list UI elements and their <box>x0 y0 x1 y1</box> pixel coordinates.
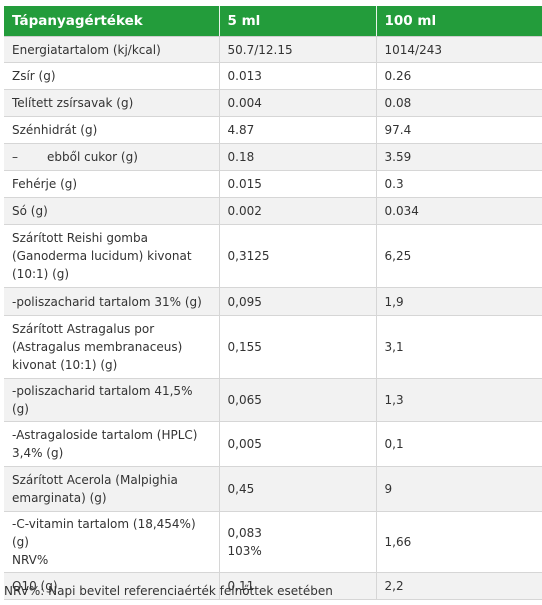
row-label-line2: NRV% <box>12 553 49 567</box>
row-value-5ml-line2: 103% <box>227 544 262 558</box>
header-5ml: 5 ml <box>219 6 377 37</box>
table-row: -C-vitamin tartalom (18,454%) (g) NRV% 0,… <box>4 511 542 573</box>
row-label: Energiatartalom (kj/kcal) <box>4 36 220 63</box>
row-value-5ml: 0,065 <box>218 378 377 422</box>
table-row: Telített zsírsavak (g) 0.004 0.08 <box>4 89 542 117</box>
row-value-5ml: 0,083 103% <box>218 511 377 573</box>
row-value-5ml: 0,3125 <box>218 224 377 288</box>
nutrition-table-container: Tápanyagértékek 5 ml 100 ml Energiatarta… <box>4 6 542 600</box>
row-value-100ml: 2,2 <box>375 572 542 600</box>
row-label: Szénhidrát (g) <box>4 116 220 144</box>
row-value-5ml: 0,005 <box>218 421 377 467</box>
row-label: Szárított Astragalus por (Astragalus mem… <box>4 315 220 379</box>
row-value-5ml-line1: 0,083 <box>227 526 262 540</box>
table-row: – ebből cukor (g) 0.18 3.59 <box>4 143 542 171</box>
nrv-footnote: NRV%: Napi bevitel referenciaérték felnő… <box>4 584 333 598</box>
table-row: Szárított Acerola (Malpighia emarginata)… <box>4 466 542 512</box>
table-row: Szárított Astragalus por (Astragalus mem… <box>4 315 542 379</box>
row-label: Szárított Acerola (Malpighia emarginata)… <box>4 466 220 512</box>
row-label: Zsír (g) <box>4 62 220 90</box>
row-value-100ml: 1,66 <box>375 511 542 573</box>
dash-prefix: – <box>12 150 18 164</box>
row-label: Telített zsírsavak (g) <box>4 89 220 117</box>
row-value-5ml: 0,11 <box>218 572 377 600</box>
row-value-100ml: 0.26 <box>375 62 542 90</box>
row-label-text: ebből cukor (g) <box>47 150 138 164</box>
table-row: Só (g) 0.002 0.034 <box>4 197 542 225</box>
header-nutrient: Tápanyagértékek <box>4 6 220 37</box>
table-row: Szárított Reishi gomba (Ganoderma lucidu… <box>4 224 542 288</box>
row-value-100ml: 0,1 <box>375 421 542 467</box>
table-row: Fehérje (g) 0.015 0.3 <box>4 170 542 198</box>
table-row: Zsír (g) 0.013 0.26 <box>4 62 542 90</box>
row-value-5ml: 0.015 <box>218 170 377 198</box>
nutrition-table: Tápanyagértékek 5 ml 100 ml Energiatarta… <box>4 6 542 600</box>
row-value-100ml: 6,25 <box>375 224 542 288</box>
row-value-100ml: 0.034 <box>375 197 542 225</box>
row-label: Fehérje (g) <box>4 170 220 198</box>
row-label: -C-vitamin tartalom (18,454%) (g) NRV% <box>4 511 220 573</box>
row-label: – ebből cukor (g) <box>4 143 220 171</box>
row-value-100ml: 3.59 <box>375 143 542 171</box>
row-value-5ml: 0,095 <box>218 287 377 316</box>
row-value-100ml: 3,1 <box>375 315 542 379</box>
row-value-5ml: 0,45 <box>218 466 377 512</box>
row-label: Szárított Reishi gomba (Ganoderma lucidu… <box>4 224 220 288</box>
row-label: Só (g) <box>4 197 220 225</box>
row-value-100ml: 0.3 <box>375 170 542 198</box>
table-row: -Astragaloside tartalom (HPLC) 3,4% (g) … <box>4 421 542 467</box>
row-value-100ml: 9 <box>375 466 542 512</box>
row-label: -Astragaloside tartalom (HPLC) 3,4% (g) <box>4 421 220 467</box>
row-value-5ml: 50.7/12.15 <box>218 36 377 63</box>
row-label: Q10 (g) <box>4 572 220 600</box>
row-value-100ml: 0.08 <box>375 89 542 117</box>
table-row: -poliszacharid tartalom 41,5% (g) 0,065 … <box>4 378 542 422</box>
row-value-100ml: 1,3 <box>375 378 542 422</box>
row-value-100ml: 1,9 <box>375 287 542 316</box>
row-value-5ml: 0.18 <box>218 143 377 171</box>
header-100ml: 100 ml <box>376 6 542 37</box>
table-row: Q10 (g) 0,11 2,2 <box>4 572 542 600</box>
table-row: Energiatartalom (kj/kcal) 50.7/12.15 101… <box>4 36 542 63</box>
row-label-line1: -C-vitamin tartalom (18,454%) (g) <box>12 517 196 549</box>
table-header-row: Tápanyagértékek 5 ml 100 ml <box>4 6 542 37</box>
row-value-100ml: 97.4 <box>375 116 542 144</box>
row-value-5ml: 0.004 <box>218 89 377 117</box>
row-value-5ml: 0,155 <box>218 315 377 379</box>
row-value-5ml: 4.87 <box>218 116 377 144</box>
row-value-5ml: 0.002 <box>218 197 377 225</box>
row-label: -poliszacharid tartalom 41,5% (g) <box>4 378 220 422</box>
table-row: Szénhidrát (g) 4.87 97.4 <box>4 116 542 144</box>
row-label: -poliszacharid tartalom 31% (g) <box>4 287 220 316</box>
table-row: -poliszacharid tartalom 31% (g) 0,095 1,… <box>4 287 542 316</box>
row-value-100ml: 1014/243 <box>375 36 542 63</box>
row-value-5ml: 0.013 <box>218 62 377 90</box>
